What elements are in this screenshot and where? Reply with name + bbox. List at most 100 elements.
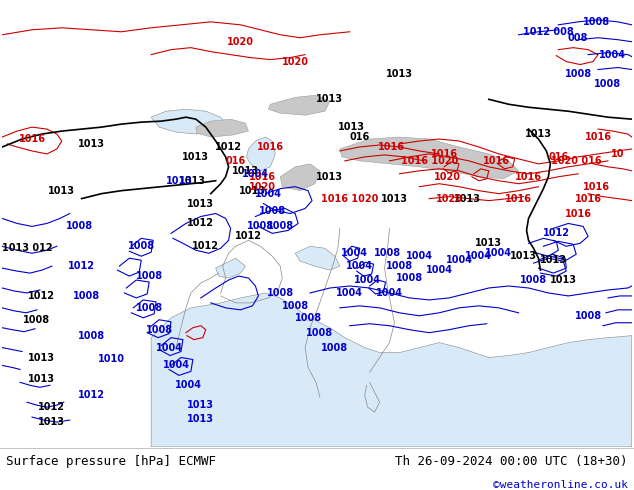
Text: 1016: 1016 (257, 142, 284, 152)
Text: 1013: 1013 (29, 374, 55, 384)
Text: 1004: 1004 (176, 380, 202, 391)
Text: 1020 016: 1020 016 (551, 156, 602, 166)
Text: Th 26-09-2024 00:00 UTC (18+30): Th 26-09-2024 00:00 UTC (18+30) (395, 456, 628, 468)
Text: 1008: 1008 (386, 261, 413, 271)
Text: 1008: 1008 (374, 248, 401, 258)
Text: 1008: 1008 (136, 303, 163, 313)
Text: 1013: 1013 (316, 172, 344, 182)
Text: 1008: 1008 (321, 343, 349, 353)
Text: 1020: 1020 (436, 194, 463, 204)
Polygon shape (151, 293, 632, 447)
Text: 1012: 1012 (192, 241, 219, 251)
Text: 1016 1020: 1016 1020 (401, 156, 458, 166)
Text: 1004: 1004 (162, 361, 190, 370)
Text: 1013: 1013 (187, 414, 214, 424)
Text: 1013: 1013 (29, 352, 55, 363)
Text: 1004: 1004 (354, 275, 381, 285)
Text: 1004: 1004 (346, 261, 373, 271)
Text: 1008: 1008 (136, 271, 163, 281)
Text: 1008: 1008 (247, 221, 274, 231)
Text: 008: 008 (568, 33, 588, 43)
Polygon shape (216, 258, 245, 278)
Text: 1013: 1013 (239, 186, 266, 196)
Text: 1020: 1020 (227, 37, 254, 47)
Polygon shape (196, 119, 249, 137)
Text: 1016 1020: 1016 1020 (321, 194, 378, 204)
Text: 1008: 1008 (574, 311, 602, 321)
Polygon shape (280, 164, 320, 191)
Text: Surface pressure [hPa] ECMWF: Surface pressure [hPa] ECMWF (6, 456, 216, 468)
Text: 1016: 1016 (378, 142, 405, 152)
Polygon shape (247, 137, 275, 171)
Text: 1013: 1013 (165, 176, 193, 186)
Text: 1016: 1016 (505, 194, 532, 204)
Text: 1008: 1008 (146, 325, 172, 335)
Text: 1008: 1008 (520, 275, 547, 285)
Text: 1004: 1004 (376, 288, 403, 298)
Text: 1013: 1013 (510, 251, 537, 261)
Text: 1004: 1004 (341, 248, 368, 258)
Text: 1004: 1004 (255, 189, 282, 198)
Text: 1004: 1004 (242, 169, 269, 179)
Text: 1008: 1008 (267, 221, 294, 231)
Text: 1013: 1013 (525, 129, 552, 139)
Text: 1016: 1016 (483, 156, 510, 166)
Text: 1020: 1020 (434, 172, 460, 182)
Text: 1012 008: 1012 008 (523, 27, 574, 37)
Text: 1004: 1004 (336, 288, 363, 298)
Text: 1012: 1012 (235, 231, 262, 242)
Text: ©weatheronline.co.uk: ©weatheronline.co.uk (493, 480, 628, 490)
Text: 1013: 1013 (550, 275, 577, 285)
Text: 1004: 1004 (599, 49, 626, 60)
Text: 016: 016 (349, 132, 370, 142)
Text: 1012: 1012 (543, 228, 570, 238)
Text: 1016: 1016 (583, 182, 609, 192)
Text: 1012: 1012 (187, 219, 214, 228)
Text: 1012: 1012 (215, 142, 242, 152)
Text: 1008: 1008 (23, 315, 51, 325)
Text: 1010: 1010 (98, 354, 125, 365)
Text: 1008: 1008 (66, 221, 93, 231)
Polygon shape (268, 96, 330, 115)
Text: 1013: 1013 (339, 122, 365, 132)
Text: 016: 016 (548, 152, 569, 162)
Text: 1013: 1013 (476, 238, 502, 248)
Text: 1008: 1008 (565, 70, 592, 79)
Polygon shape (151, 109, 226, 134)
Text: 1008: 1008 (259, 205, 286, 216)
Text: 1016: 1016 (585, 132, 612, 142)
Text: 1016: 1016 (565, 209, 592, 219)
Text: 1004: 1004 (446, 255, 472, 265)
Text: 1013: 1013 (453, 194, 481, 204)
Text: 1012: 1012 (29, 291, 55, 301)
Text: 1013: 1013 (381, 194, 408, 204)
Text: 1013: 1013 (386, 70, 413, 79)
Text: 1013: 1013 (183, 152, 209, 162)
Text: 1016: 1016 (249, 172, 276, 182)
Text: 1013: 1013 (316, 94, 344, 104)
Polygon shape (295, 246, 340, 270)
Text: 1013: 1013 (540, 255, 567, 265)
Text: 1004: 1004 (406, 251, 433, 261)
Text: 1013: 1013 (78, 139, 105, 149)
Text: 1004: 1004 (465, 251, 493, 261)
Text: 1013: 1013 (179, 176, 206, 186)
Text: 1013: 1013 (187, 198, 214, 209)
Text: 1013: 1013 (232, 166, 259, 176)
Text: 1013: 1013 (38, 417, 65, 427)
Text: 1008: 1008 (306, 328, 333, 338)
Text: 1012: 1012 (78, 390, 105, 400)
Text: 1004: 1004 (155, 343, 183, 353)
Text: 1008: 1008 (78, 331, 105, 341)
Text: 1004: 1004 (425, 265, 453, 275)
Text: 1013 012: 1013 012 (2, 243, 53, 253)
Text: 1012: 1012 (68, 261, 95, 271)
Text: 1013: 1013 (187, 400, 214, 410)
Text: 10: 10 (611, 149, 624, 159)
Text: 1016: 1016 (574, 194, 602, 204)
Text: 1012: 1012 (38, 402, 65, 412)
Text: 1016: 1016 (430, 149, 458, 159)
Text: 1008: 1008 (127, 241, 155, 251)
Text: 1008: 1008 (267, 288, 294, 298)
Polygon shape (340, 137, 519, 179)
